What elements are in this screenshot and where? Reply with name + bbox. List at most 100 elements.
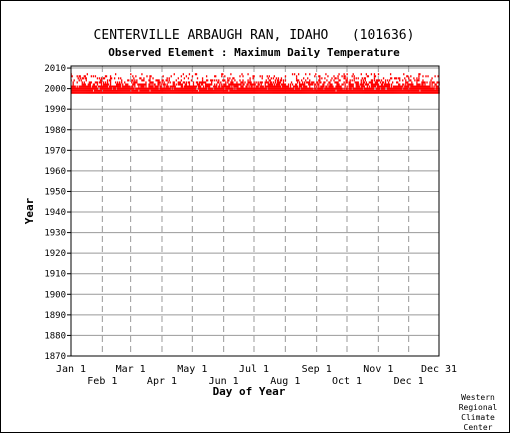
data-point (367, 89, 370, 92)
data-point (253, 87, 255, 90)
data-point (105, 85, 108, 88)
data-point (240, 87, 242, 90)
data-point (361, 77, 363, 80)
data-point (331, 77, 333, 80)
data-point (421, 81, 423, 84)
data-point (297, 89, 300, 92)
data-point (370, 81, 373, 84)
data-point (423, 81, 425, 84)
data-point (306, 91, 308, 94)
data-point (137, 91, 139, 94)
data-point (265, 91, 267, 94)
data-point (250, 83, 252, 86)
data-point (330, 79, 332, 82)
data-point (89, 91, 92, 94)
data-point (237, 89, 239, 92)
data-point (424, 81, 426, 84)
data-point (395, 77, 397, 80)
data-point (230, 87, 232, 90)
data-point (415, 85, 417, 88)
data-point (395, 91, 397, 94)
data-point (401, 89, 403, 92)
y-tick-label: 1910 (44, 270, 66, 280)
data-point (306, 89, 308, 92)
data-point (287, 83, 290, 86)
data-point (152, 85, 154, 88)
data-point (339, 91, 341, 94)
data-point (89, 81, 92, 84)
data-point (344, 85, 346, 88)
data-point (280, 77, 283, 80)
data-point (434, 83, 436, 86)
data-point (226, 91, 228, 94)
data-point (257, 91, 259, 94)
data-point (268, 75, 270, 78)
data-point (364, 83, 366, 86)
data-point (253, 81, 255, 84)
data-point (89, 87, 92, 90)
data-point (337, 83, 339, 86)
data-point (131, 91, 133, 94)
data-point (352, 83, 354, 86)
data-point (100, 87, 103, 90)
data-point (183, 87, 186, 90)
data-point (238, 89, 240, 92)
data-point (82, 89, 84, 92)
data-point (201, 77, 204, 80)
data-point (314, 75, 316, 78)
data-point (121, 87, 123, 90)
data-point (232, 77, 234, 80)
data-point (183, 85, 186, 88)
data-point (412, 89, 414, 92)
data-point (219, 89, 221, 92)
data-point (389, 89, 392, 92)
data-point (299, 83, 302, 86)
data-point (126, 83, 128, 86)
data-point (237, 91, 239, 94)
data-point (335, 81, 337, 84)
data-point (370, 91, 373, 94)
data-point (205, 89, 208, 92)
data-point (325, 85, 327, 88)
data-point (348, 83, 350, 86)
data-point (419, 85, 421, 88)
data-point (431, 87, 433, 90)
data-point (88, 83, 90, 86)
data-point (398, 83, 400, 86)
data-point (174, 89, 176, 92)
data-point (268, 89, 270, 92)
data-point (304, 83, 306, 86)
data-point (122, 83, 124, 86)
data-point (164, 87, 166, 90)
data-point (272, 89, 274, 92)
data-point (432, 91, 434, 94)
data-point (271, 85, 273, 88)
data-point (346, 91, 348, 94)
data-point (373, 91, 376, 94)
data-point (261, 75, 263, 78)
data-point (390, 87, 393, 90)
data-point (413, 89, 415, 92)
data-point (158, 89, 160, 92)
data-point (338, 85, 340, 88)
data-point (285, 89, 288, 92)
data-point (383, 89, 386, 92)
data-point (149, 87, 151, 90)
x-tick-label: Mar 1 (116, 364, 146, 375)
data-point (97, 89, 100, 92)
data-point (251, 89, 253, 92)
data-point (380, 83, 383, 86)
data-point (334, 81, 336, 84)
data-point (93, 91, 96, 94)
data-point (128, 91, 130, 94)
data-point (72, 91, 74, 94)
data-point (162, 75, 164, 78)
data-point (319, 77, 321, 80)
data-point (241, 73, 243, 76)
data-point (226, 89, 228, 92)
data-point (134, 85, 136, 88)
data-point (410, 79, 412, 82)
data-point (388, 91, 391, 94)
data-point (119, 89, 121, 92)
data-point (84, 89, 86, 92)
